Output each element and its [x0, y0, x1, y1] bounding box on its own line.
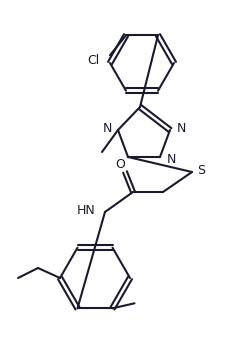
Text: O: O	[115, 157, 125, 171]
Text: Cl: Cl	[88, 54, 100, 67]
Text: S: S	[197, 164, 205, 176]
Text: N: N	[103, 121, 112, 135]
Text: N: N	[177, 121, 186, 135]
Text: HN: HN	[76, 203, 95, 216]
Text: N: N	[167, 152, 176, 166]
